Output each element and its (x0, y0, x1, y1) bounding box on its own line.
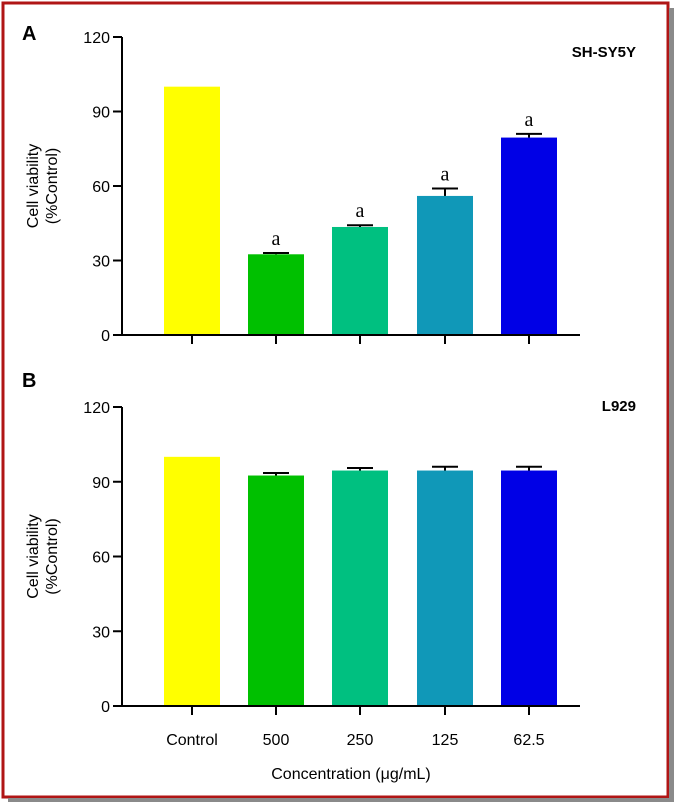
bar (248, 254, 304, 335)
figure-shadow-right (669, 8, 674, 800)
bar (248, 475, 304, 706)
y-tick-label: 120 (83, 400, 110, 417)
x-tick-label: 500 (263, 732, 290, 749)
y-tick-label: 60 (92, 550, 110, 567)
bar (417, 195, 473, 335)
cell-line-label: L929 (602, 398, 636, 415)
cell-line-label: SH-SY5Y (572, 44, 636, 61)
y-tick-label: 30 (92, 624, 110, 641)
x-tick-label: 125 (432, 732, 459, 749)
bar (164, 456, 220, 706)
y-axis-title: (%Control) (44, 148, 61, 224)
x-tick-label: 62.5 (513, 732, 544, 749)
x-tick-label: Control (166, 732, 218, 749)
y-tick-label: 90 (92, 475, 110, 492)
significance-label: a (356, 200, 365, 222)
significance-label: a (525, 109, 534, 131)
significance-label: a (441, 163, 450, 185)
y-tick-label: 0 (101, 699, 110, 716)
y-tick-label: 60 (92, 179, 110, 196)
bar (417, 470, 473, 706)
bar (332, 226, 388, 335)
y-axis-title: Cell viability (25, 144, 42, 228)
bar (332, 470, 388, 706)
y-tick-label: 30 (92, 254, 110, 271)
y-axis-title: (%Control) (44, 518, 61, 594)
figure-shadow-bottom (8, 798, 674, 802)
y-tick-label: 120 (83, 30, 110, 47)
bar (501, 470, 557, 706)
bar (164, 86, 220, 336)
y-tick-label: 0 (101, 328, 110, 345)
x-axis-title: Concentration (μg/mL) (271, 766, 431, 783)
y-axis-title: Cell viability (25, 514, 42, 598)
panel-label: B (22, 370, 36, 392)
significance-label: a (272, 228, 281, 250)
bar (501, 137, 557, 335)
x-tick-label: 250 (347, 732, 374, 749)
panel-label: A (22, 23, 36, 45)
y-tick-label: 90 (92, 105, 110, 122)
